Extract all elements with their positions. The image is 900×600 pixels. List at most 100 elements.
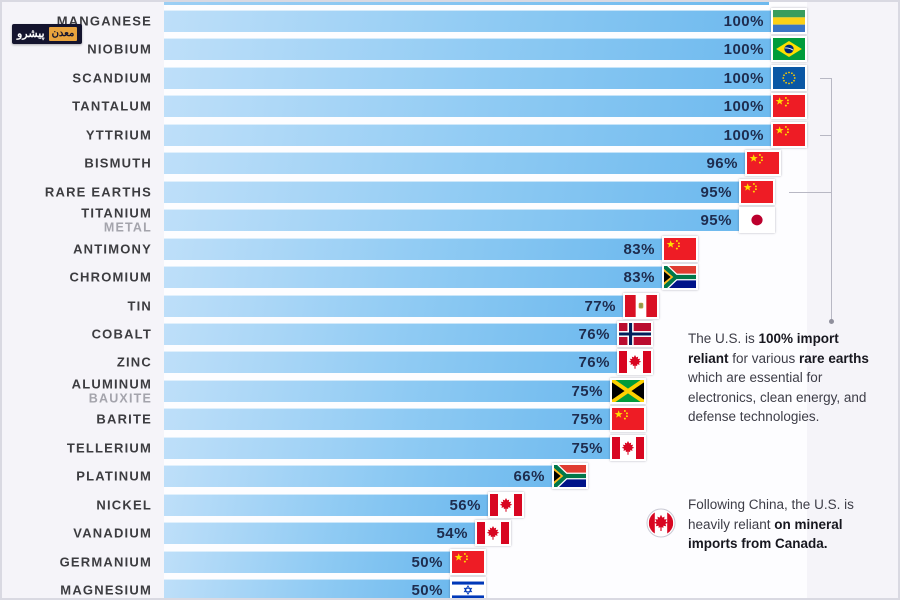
mineral-label: RARE EARTHS <box>2 184 152 199</box>
mineral-name: ANTIMONY <box>73 241 152 257</box>
bar-group: 66% <box>164 463 588 490</box>
flag-icon-canada <box>610 434 646 461</box>
mineral-name: GERMANIUM <box>59 554 152 570</box>
bar-group: 56% <box>164 491 524 518</box>
mineral-name: ZINC <box>116 354 152 370</box>
mineral-name: TIN <box>127 298 152 313</box>
flag-icon-south-africa <box>552 463 588 490</box>
annotation-text-segment: The U.S. is <box>688 331 759 346</box>
flag-icon-china <box>450 548 486 575</box>
bar-row: NICKEL 56% <box>2 491 898 518</box>
bar-group: 100% <box>164 8 807 34</box>
flag-icon-china <box>745 150 781 177</box>
mineral-label: PLATINUM <box>2 469 152 484</box>
bar: 95% <box>164 209 740 232</box>
mineral-label: TELLERIUM <box>2 440 152 455</box>
percent-value: 100% <box>723 98 764 116</box>
bar-group: 75% <box>164 406 646 433</box>
bar-group: 83% <box>164 235 698 262</box>
percent-value: 54% <box>436 525 468 543</box>
mineral-name: MAGNESIUM <box>60 582 152 598</box>
mineral-label: VANADIUM <box>2 526 152 541</box>
mineral-label: TANTALUM <box>2 99 152 114</box>
bar-group: 76% <box>164 349 653 376</box>
percent-value: 75% <box>571 411 603 429</box>
flag-icon-canada <box>488 491 524 518</box>
mineral-name: BARITE <box>96 411 152 427</box>
bar-group: 95% <box>164 207 775 234</box>
mineral-label: GERMANIUM <box>2 554 152 569</box>
mineral-label: BISMUTH <box>2 156 152 171</box>
mineral-name: ALUMINUM <box>71 376 152 392</box>
bar: 56% <box>164 493 489 516</box>
bar-row: NIOBIUM 100% <box>2 36 898 63</box>
mineral-name: TELLERIUM <box>66 440 152 456</box>
mineral-label: SCANDIUM <box>2 70 152 85</box>
bar-row: ANTIMONY 83% <box>2 235 898 262</box>
bar-row: BISMUTH 96% <box>2 150 898 177</box>
bar-group: 100% <box>164 93 807 120</box>
bracket-tick-scandium <box>820 78 832 79</box>
bar: 50% <box>164 550 451 573</box>
bar-group: 95% <box>164 178 775 205</box>
mineral-name: RARE EARTHS <box>44 184 152 200</box>
bar: 75% <box>164 379 611 402</box>
percent-value: 83% <box>623 269 655 287</box>
flag-icon-china <box>771 121 807 148</box>
annotation-canada: Following China, the U.S. is heavily rel… <box>688 495 884 554</box>
bar-row: TIN 77% <box>2 292 898 319</box>
bar: 83% <box>164 237 663 260</box>
percent-value: 100% <box>723 13 764 30</box>
percent-value: 96% <box>706 155 738 173</box>
mineral-label: YTTRIUM <box>2 127 152 142</box>
flag-icon-gabon <box>771 8 807 34</box>
watermark-text: پیشرو <box>17 28 45 40</box>
bar: 54% <box>164 522 476 545</box>
percent-value: 76% <box>578 325 610 343</box>
bar-row: CHROMIUM 83% <box>2 264 898 291</box>
percent-value: 50% <box>411 553 443 571</box>
percent-value: 66% <box>513 468 545 486</box>
bar: 100% <box>164 66 772 89</box>
flag-icon-brazil <box>771 36 807 63</box>
bracket-vertical-line <box>831 78 832 321</box>
bar-row: BARITE 75% <box>2 406 898 433</box>
flag-icon-china <box>610 406 646 433</box>
percent-value: 50% <box>411 582 443 599</box>
percent-value: 100% <box>723 126 764 144</box>
flag-icon-israel <box>450 577 486 598</box>
watermark-logo: پیشرو معدن <box>12 24 83 44</box>
bar: 96% <box>164 152 746 175</box>
bar-row: PLATINUM 66% <box>2 463 898 490</box>
percent-value: 75% <box>571 382 603 400</box>
bar: 76% <box>164 351 618 374</box>
mineral-name: YTTRIUM <box>85 127 152 143</box>
mineral-label: BARITE <box>2 412 152 427</box>
mineral-name: SCANDIUM <box>72 70 152 86</box>
annotation-text-segment: on mineral imports from Canada. <box>688 516 843 552</box>
flag-icon-eu <box>771 64 807 91</box>
percent-value: 100% <box>723 41 764 59</box>
mineral-name: BISMUTH <box>84 155 152 171</box>
mineral-name: NICKEL <box>96 497 152 513</box>
mineral-name: CHROMIUM <box>69 269 152 285</box>
percent-value: 77% <box>584 297 616 315</box>
mineral-label: COBALT <box>2 326 152 341</box>
canada-flag-roundel-icon <box>646 508 676 538</box>
bar-row: ALUMINUM BAUXITE 75% <box>2 376 898 405</box>
annotation-text-segment: which are essential for electronics, cle… <box>688 370 867 424</box>
bar: 75% <box>164 408 611 431</box>
flag-icon-norway <box>617 320 653 347</box>
flag-icon-south-africa <box>662 264 698 291</box>
annotation-text-segment: rare earths <box>799 350 869 366</box>
mineral-label: CHROMIUM <box>2 270 152 285</box>
bar-row: TITANIUM METAL 95% <box>2 206 898 235</box>
bar: 100% <box>164 10 772 32</box>
percent-value: 75% <box>571 439 603 457</box>
mineral-name: VANADIUM <box>73 525 152 541</box>
mineral-name: PLATINUM <box>76 468 152 484</box>
annotation-text-segment: 100% import reliant <box>688 331 839 366</box>
mineral-label: NIOBIUM <box>2 42 152 57</box>
percent-value: 76% <box>578 354 610 372</box>
